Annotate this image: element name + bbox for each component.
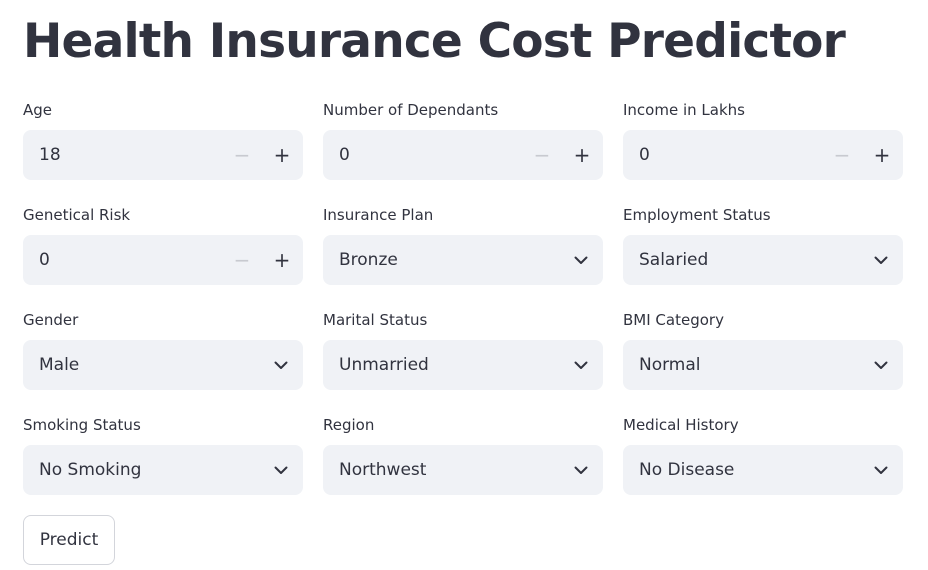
field-label: Number of Dependants [323, 101, 499, 119]
number-input-value[interactable]: 0 [339, 145, 350, 165]
select-value[interactable]: Bronze [339, 250, 398, 270]
insurance-plan-select[interactable]: Bronze [323, 235, 603, 285]
select-value[interactable]: Unmarried [339, 355, 429, 375]
genetical-risk-number-input[interactable]: 0 − + [23, 235, 303, 285]
field-age: Age 18 − + [23, 98, 303, 203]
plus-icon[interactable]: + [873, 143, 891, 167]
select-value[interactable]: No Disease [639, 460, 735, 480]
minus-icon[interactable]: − [233, 248, 251, 272]
minus-icon[interactable]: − [533, 143, 551, 167]
gender-select[interactable]: Male [23, 340, 303, 390]
select-value[interactable]: Normal [639, 355, 701, 375]
field-label: BMI Category [623, 311, 724, 329]
field-label: Income in Lakhs [623, 101, 745, 119]
minus-icon[interactable]: − [233, 143, 251, 167]
field-label: Genetical Risk [23, 206, 131, 224]
age-number-input[interactable]: 18 − + [23, 130, 303, 180]
field-insurance-plan: Insurance Plan Bronze [323, 203, 603, 308]
bmi-category-select[interactable]: Normal [623, 340, 903, 390]
plus-icon[interactable]: + [273, 143, 291, 167]
field-number-of-dependants: Number of Dependants 0 − + [323, 98, 603, 203]
marital-status-select[interactable]: Unmarried [323, 340, 603, 390]
select-value[interactable]: Salaried [639, 250, 709, 270]
predict-button[interactable]: Predict [23, 515, 115, 565]
field-income-in-lakhs: Income in Lakhs 0 − + [623, 98, 903, 203]
field-label: Insurance Plan [323, 206, 434, 224]
field-marital-status: Marital Status Unmarried [323, 308, 603, 413]
field-medical-history: Medical History No Disease [623, 413, 903, 518]
select-value[interactable]: Male [39, 355, 80, 375]
field-gender: Gender Male [23, 308, 303, 413]
field-label: Gender [23, 311, 79, 329]
region-select[interactable]: Northwest [323, 445, 603, 495]
plus-icon[interactable]: + [573, 143, 591, 167]
minus-icon[interactable]: − [833, 143, 851, 167]
field-label: Medical History [623, 416, 739, 434]
field-employment-status: Employment Status Salaried [623, 203, 903, 308]
smoking-status-select[interactable]: No Smoking [23, 445, 303, 495]
chevron-down-icon[interactable] [559, 235, 603, 285]
dependants-number-input[interactable]: 0 − + [323, 130, 603, 180]
field-genetical-risk: Genetical Risk 0 − + [23, 203, 303, 308]
number-input-value[interactable]: 0 [39, 250, 50, 270]
plus-icon[interactable]: + [273, 248, 291, 272]
input-form-grid: Age 18 − + Number of Dependants 0 − + In… [23, 98, 903, 518]
field-smoking-status: Smoking Status No Smoking [23, 413, 303, 518]
select-value[interactable]: Northwest [339, 460, 427, 480]
page-title: Health Insurance Cost Predictor [23, 14, 846, 69]
chevron-down-icon[interactable] [859, 340, 903, 390]
chevron-down-icon[interactable] [259, 340, 303, 390]
chevron-down-icon[interactable] [259, 445, 303, 495]
field-bmi-category: BMI Category Normal [623, 308, 903, 413]
select-value[interactable]: No Smoking [39, 460, 142, 480]
chevron-down-icon[interactable] [559, 340, 603, 390]
income-number-input[interactable]: 0 − + [623, 130, 903, 180]
field-label: Age [23, 101, 53, 119]
medical-history-select[interactable]: No Disease [623, 445, 903, 495]
chevron-down-icon[interactable] [859, 445, 903, 495]
chevron-down-icon[interactable] [859, 235, 903, 285]
field-label: Region [323, 416, 375, 434]
field-label: Marital Status [323, 311, 428, 329]
field-region: Region Northwest [323, 413, 603, 518]
field-label: Smoking Status [23, 416, 141, 434]
employment-status-select[interactable]: Salaried [623, 235, 903, 285]
number-input-value[interactable]: 0 [639, 145, 650, 165]
field-label: Employment Status [623, 206, 771, 224]
number-input-value[interactable]: 18 [39, 145, 61, 165]
chevron-down-icon[interactable] [559, 445, 603, 495]
